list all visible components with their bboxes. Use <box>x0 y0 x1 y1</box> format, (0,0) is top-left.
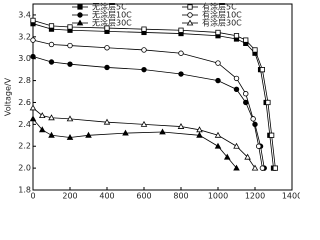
data-point <box>30 53 36 60</box>
y-tick-label: 2.4 <box>18 120 31 129</box>
data-point <box>178 27 184 33</box>
legend-label: 无涂层10C <box>92 10 132 20</box>
data-point <box>29 115 37 122</box>
line <box>32 39 263 169</box>
data-point <box>215 60 221 66</box>
data-point <box>29 104 37 111</box>
legend-label: 有涂层5C <box>202 2 237 12</box>
data-point <box>66 115 74 122</box>
x-tick-label: 1000 <box>208 192 228 201</box>
data-point <box>104 45 110 51</box>
data-point <box>159 128 166 135</box>
data-point <box>214 142 222 149</box>
data-point <box>67 42 73 49</box>
data-point <box>67 61 73 67</box>
data-point <box>215 77 221 84</box>
line <box>32 107 256 169</box>
data-point <box>178 50 184 56</box>
page: {"chart_data": {"type": "line", "y_label… <box>3 1 301 201</box>
data-point <box>243 99 249 106</box>
line <box>32 118 237 169</box>
legend-marker <box>186 19 194 26</box>
legend-label: 有涂层10C <box>202 10 242 20</box>
data-point <box>103 118 111 125</box>
data-point <box>215 29 221 36</box>
data-point <box>48 23 55 29</box>
y-tick-label: 2.6 <box>18 98 31 107</box>
data-point <box>67 24 73 30</box>
x-tick-label: 400 <box>99 192 114 201</box>
x-tick-label: 1400 <box>282 192 300 201</box>
data-point <box>259 165 266 171</box>
line <box>32 20 276 169</box>
data-point <box>38 112 46 118</box>
data-point <box>30 37 36 43</box>
y-tick-label: 1.8 <box>18 186 31 195</box>
data-point <box>48 41 55 48</box>
data-point <box>141 26 147 32</box>
data-point <box>214 131 222 138</box>
data-point <box>196 126 203 133</box>
legend-marker <box>187 12 193 18</box>
data-point <box>177 123 185 129</box>
data-point <box>252 47 258 53</box>
data-point <box>243 37 249 43</box>
data-point <box>252 121 258 128</box>
data-point <box>256 143 262 149</box>
y-tick-label: 2.8 <box>18 76 31 85</box>
data-point <box>104 64 110 71</box>
data-point <box>48 114 55 121</box>
x-tick-label: 1200 <box>245 192 265 201</box>
legend-marker <box>187 4 193 10</box>
data-point <box>38 126 46 133</box>
legend-label: 无涂层30C <box>92 18 132 28</box>
y-tick-label: 3.2 <box>18 32 31 41</box>
data-point <box>251 164 259 171</box>
data-point <box>30 17 36 24</box>
legend-marker <box>76 19 84 26</box>
data-point <box>48 131 55 138</box>
data-point <box>244 153 251 160</box>
y-tick-label: 2.0 <box>18 164 31 173</box>
data-point <box>233 75 240 82</box>
y-axis-label: Voltage/V <box>4 77 13 116</box>
data-point <box>272 165 278 171</box>
data-point <box>140 120 148 127</box>
data-point <box>265 99 271 106</box>
data-point <box>259 67 266 73</box>
x-tick-label: 800 <box>173 192 188 201</box>
data-point <box>233 164 240 171</box>
y-tick-label: 3.0 <box>18 54 31 63</box>
data-point <box>250 116 256 122</box>
data-point <box>85 131 92 138</box>
y-tick-label: 2.2 <box>18 142 31 151</box>
data-point <box>243 91 249 97</box>
legend-marker <box>77 4 83 10</box>
chart: Voltage/V 1.8 2.0 2.2 2.4 2.6 2.8 3.0 3.2 3.4 0 20… <box>4 2 301 201</box>
data-point <box>141 47 147 53</box>
data-point <box>48 59 55 65</box>
legend-label: 无涂层5C <box>92 2 127 12</box>
data-point <box>233 142 240 149</box>
data-point <box>66 133 74 140</box>
plot-frame <box>32 3 293 191</box>
data-point <box>233 86 240 93</box>
legend-marker <box>77 12 83 18</box>
data-point <box>178 71 184 77</box>
x-tick-label: 200 <box>62 192 77 201</box>
legend-label: 有涂层30C <box>202 18 242 28</box>
data-point <box>141 66 147 73</box>
line <box>32 56 265 169</box>
data-point <box>122 129 129 136</box>
data-point <box>104 25 110 31</box>
line <box>32 23 274 169</box>
x-tick-label: 0 <box>30 192 35 201</box>
data-point <box>233 33 240 39</box>
data-point <box>223 153 231 160</box>
x-tick-label: 600 <box>136 192 151 201</box>
data-point <box>196 131 203 138</box>
data-point <box>269 132 275 138</box>
y-tick-label: 3.4 <box>18 10 31 19</box>
